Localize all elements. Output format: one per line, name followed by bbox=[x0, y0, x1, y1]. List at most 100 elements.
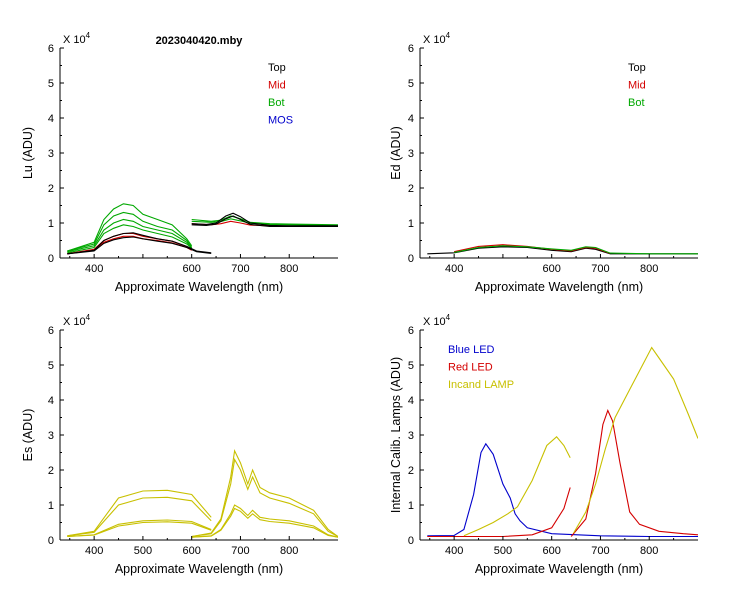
y-tick-label: 0 bbox=[48, 253, 54, 265]
x-tick-label: 500 bbox=[494, 545, 512, 557]
y-axis-label: Lu (ADU) bbox=[21, 127, 35, 179]
x-tick-label: 400 bbox=[445, 263, 463, 275]
legend-entry-bot: Bot bbox=[628, 97, 645, 109]
x-tick-label: 400 bbox=[85, 263, 103, 275]
y-tick-label: 1 bbox=[408, 218, 414, 230]
series-line-es bbox=[67, 521, 212, 538]
series-group-lu bbox=[67, 203, 338, 255]
series-line-bot bbox=[453, 245, 698, 255]
x-tick-label: 800 bbox=[640, 545, 658, 557]
x-tick-label: 600 bbox=[183, 263, 201, 275]
legend-entry-top: Top bbox=[628, 62, 646, 74]
x-tick-label: 800 bbox=[280, 263, 298, 275]
series-line-es bbox=[67, 489, 212, 537]
series-group-es bbox=[67, 448, 338, 538]
y-exponent-label: X 104 bbox=[423, 313, 451, 328]
y-tick-label: 5 bbox=[408, 360, 414, 372]
series-line-es bbox=[191, 504, 338, 538]
series-group-calib bbox=[427, 346, 698, 538]
series-line-top bbox=[191, 212, 338, 227]
series-line-bot bbox=[67, 218, 193, 253]
series-line-bot bbox=[67, 211, 193, 252]
y-axis-label: Es (ADU) bbox=[21, 409, 35, 462]
x-axis-label: Approximate Wavelength (nm) bbox=[475, 280, 643, 294]
y-tick-label: 4 bbox=[408, 113, 414, 125]
legend-entry-blue-led: Blue LED bbox=[448, 344, 495, 356]
y-tick-label: 2 bbox=[408, 465, 414, 477]
y-tick-label: 4 bbox=[48, 113, 54, 125]
series-line-incand-lamp bbox=[573, 346, 698, 534]
legend-entry-mid: Mid bbox=[628, 80, 646, 92]
y-tick-label: 5 bbox=[408, 78, 414, 90]
series-group-ed bbox=[427, 244, 698, 255]
series-line-top bbox=[427, 246, 698, 255]
y-tick-label: 3 bbox=[408, 148, 414, 160]
series-line-top bbox=[67, 232, 212, 255]
y-tick-label: 5 bbox=[48, 78, 54, 90]
x-tick-label: 700 bbox=[591, 263, 609, 275]
y-tick-label: 6 bbox=[408, 43, 414, 55]
y-tick-label: 6 bbox=[48, 325, 54, 337]
legend-entry-red-led: Red LED bbox=[448, 362, 493, 374]
y-tick-label: 6 bbox=[48, 43, 54, 55]
series-line-blue-led bbox=[427, 442, 698, 538]
x-tick-label: 500 bbox=[134, 545, 152, 557]
x-tick-label: 700 bbox=[591, 545, 609, 557]
y-tick-label: 5 bbox=[48, 360, 54, 372]
figure-title: 2023040420.mby bbox=[156, 35, 244, 47]
x-tick-label: 700 bbox=[231, 545, 249, 557]
x-tick-label: 600 bbox=[543, 545, 561, 557]
y-tick-label: 4 bbox=[48, 395, 54, 407]
y-tick-label: 2 bbox=[48, 465, 54, 477]
x-tick-label: 400 bbox=[85, 545, 103, 557]
series-line-es bbox=[191, 457, 338, 538]
series-line-red-led bbox=[570, 409, 698, 537]
y-exponent-label: X 104 bbox=[63, 313, 91, 328]
legend-entry-mid: Mid bbox=[268, 80, 286, 92]
series-line-es bbox=[191, 448, 338, 538]
x-tick-label: 600 bbox=[543, 263, 561, 275]
plot-ed: 400 600 700 800 0 1 2 3 4 5 6 X 104 Approximate Wave… bbox=[389, 31, 698, 294]
y-tick-label: 0 bbox=[408, 535, 414, 547]
x-tick-label: 800 bbox=[640, 263, 658, 275]
y-tick-label: 1 bbox=[48, 500, 54, 512]
y-tick-label: 2 bbox=[48, 183, 54, 195]
series-line-es bbox=[191, 507, 338, 538]
x-tick-label: 800 bbox=[280, 545, 298, 557]
y-exponent-label: X 104 bbox=[63, 31, 91, 46]
legend-entry-mos: MOS bbox=[268, 115, 293, 127]
x-axis-label: Approximate Wavelength (nm) bbox=[115, 562, 283, 576]
x-tick-label: 600 bbox=[183, 545, 201, 557]
series-line-incand-lamp bbox=[463, 436, 571, 537]
legend-entry-incand-lamp: Incand LAMP bbox=[448, 379, 514, 391]
series-line-top bbox=[191, 215, 338, 228]
series-line-mid bbox=[453, 244, 611, 254]
y-tick-label: 1 bbox=[48, 218, 54, 230]
y-tick-label: 4 bbox=[408, 395, 414, 407]
plot-calib: 400 500 600 700 800 0 1 2 3 4 5 6 X 104 Approximate W… bbox=[389, 313, 698, 576]
x-axis-label: Approximate Wavelength (nm) bbox=[475, 562, 643, 576]
series-line-bot bbox=[191, 215, 338, 226]
legend-entry-bot: Bot bbox=[268, 97, 285, 109]
y-tick-label: 1 bbox=[408, 500, 414, 512]
y-tick-label: 0 bbox=[48, 535, 54, 547]
x-tick-label: 400 bbox=[445, 545, 463, 557]
y-exponent-label: X 104 bbox=[423, 31, 451, 46]
series-line-top bbox=[67, 236, 212, 255]
y-tick-label: 2 bbox=[408, 183, 414, 195]
x-tick-label: 700 bbox=[231, 263, 249, 275]
series-line-es bbox=[67, 496, 212, 537]
legend-entry-top: Top bbox=[268, 62, 286, 74]
y-tick-label: 3 bbox=[408, 430, 414, 442]
series-line-bot bbox=[67, 203, 193, 252]
y-tick-label: 0 bbox=[408, 253, 414, 265]
plot-lu: 400 600 700 800 0 1 2 3 4 5 6 X 104 Approximate Wave… bbox=[21, 31, 338, 294]
y-axis-label: Internal Calib. Lamps (ADU) bbox=[389, 357, 403, 513]
y-tick-label: 6 bbox=[408, 325, 414, 337]
y-axis-label: Ed (ADU) bbox=[389, 126, 403, 179]
series-line-bot bbox=[67, 224, 193, 254]
y-tick-label: 3 bbox=[48, 148, 54, 160]
series-line-red-led bbox=[427, 487, 571, 538]
